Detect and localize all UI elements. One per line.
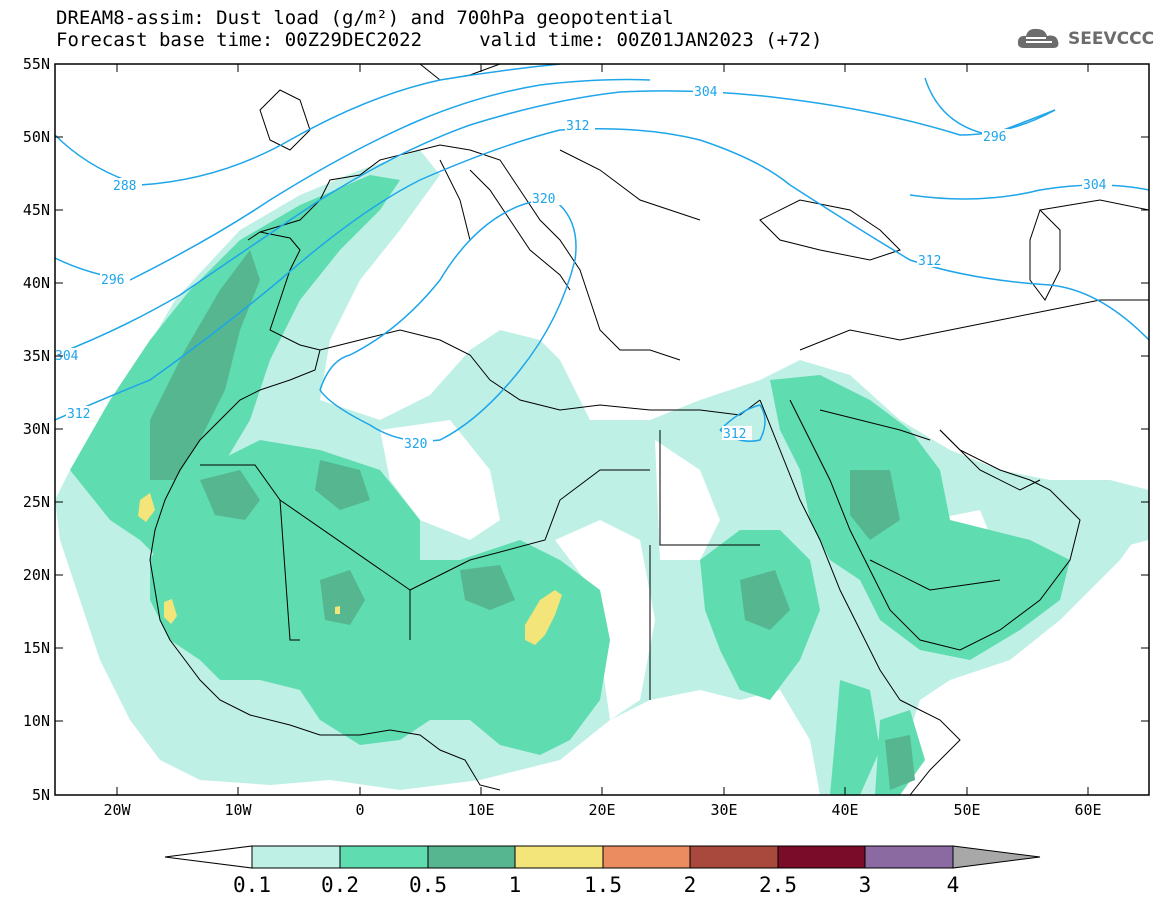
border-sahara-3 <box>409 469 650 591</box>
lon-label-20w: 20W <box>103 801 131 819</box>
border-central-asia <box>1039 199 1149 211</box>
contour-label-296: 296 <box>101 273 124 288</box>
lon-label-30e: 30E <box>710 801 737 819</box>
colorbar-swatch-7 <box>864 845 954 869</box>
lat-label-20n: 20N <box>23 566 50 584</box>
colorbar-label-6: 2.5 <box>759 873 797 897</box>
coastlines-borders <box>149 64 1149 795</box>
contour-label-304: 304 <box>694 85 718 100</box>
colorbar-label-7: 3 <box>859 873 872 897</box>
contour-label-304-east: 304 <box>1083 178 1107 193</box>
lon-label-50e: 50E <box>953 801 980 819</box>
dust-level-3-areas <box>150 250 915 790</box>
lat-label-10n: 10N <box>23 712 50 730</box>
border-europe-2 <box>559 149 701 221</box>
dust-area-sahel-west <box>150 440 610 755</box>
contour-labels: 288 296 304 312 320 304 312 296 304 312 … <box>55 84 1112 452</box>
coastline-west-africa <box>149 231 501 791</box>
lat-label-35n: 35N <box>23 347 50 365</box>
colorbar-label-3: 1 <box>509 873 522 897</box>
coastline-black-sea <box>759 199 901 261</box>
contour-label-296-east: 296 <box>983 130 1006 145</box>
contour-label-288: 288 <box>113 179 136 194</box>
coastline-persian-gulf <box>939 429 1041 491</box>
contour-288 <box>55 64 561 186</box>
colorbar-label-0: 0.1 <box>233 873 271 897</box>
contour-label-312-east: 312 <box>918 254 941 269</box>
coastline-italy <box>469 169 571 291</box>
colorbar-label-8: 4 <box>947 873 960 897</box>
lat-label-25n: 25N <box>23 493 50 511</box>
contour-label-304-west: 304 <box>55 349 79 364</box>
colorbar-label-4: 1.5 <box>584 873 622 897</box>
lat-label-40n: 40N <box>23 274 50 292</box>
contour-304-east <box>909 184 1149 200</box>
border-egypt <box>659 430 760 546</box>
coastline-europe <box>259 144 681 361</box>
title-line-1: DREAM8-assim: Dust load (g/m²) and 700hP… <box>56 7 674 29</box>
colorbar-swatch-3 <box>514 845 604 869</box>
contour-296 <box>55 78 651 281</box>
lat-label-55n: 55N <box>23 55 50 73</box>
contour-label-312-sinai: 312 <box>723 427 746 442</box>
colorbar-swatch-5 <box>689 845 779 869</box>
contour-label-312-west: 312 <box>67 407 90 422</box>
coastline-horn <box>899 699 961 795</box>
cloud-logo-icon <box>1017 28 1059 48</box>
coastline-arabia <box>789 399 1081 651</box>
lat-label-15n: 15N <box>23 639 50 657</box>
lat-label-30n: 30N <box>23 420 50 438</box>
dust-area-arabia <box>770 375 1070 660</box>
coastline-caspian <box>1029 209 1061 301</box>
border-europe-1 <box>439 159 471 241</box>
colorbar-label-1: 0.2 <box>321 873 359 897</box>
colorbar-left-arrow <box>164 845 253 869</box>
lon-label-20e: 20E <box>588 801 615 819</box>
dust-level-4-areas <box>138 493 562 645</box>
lat-label-45n: 45N <box>23 201 50 219</box>
colorbar-label-5: 2 <box>684 873 697 897</box>
logo-text: SEEVCCC <box>1068 29 1155 49</box>
contour-312 <box>55 128 1149 421</box>
lat-label-50n: 50N <box>23 128 50 146</box>
lon-label-0: 0 <box>355 801 364 819</box>
coastline-mediterranean <box>319 329 761 416</box>
colorbar-swatch-6 <box>777 845 866 869</box>
colorbar-right-arrow <box>952 845 1041 869</box>
border-middle-east <box>799 299 1149 351</box>
contour-304 <box>55 90 1056 356</box>
lon-label-60e: 60E <box>1074 801 1101 819</box>
colorbar: 0.1 0.2 0.5 1 1.5 2 2.5 3 4 <box>164 845 1041 897</box>
seevccc-logo: SEEVCCC <box>1016 26 1154 52</box>
longitude-axis <box>116 64 1089 795</box>
lon-label-40e: 40E <box>831 801 858 819</box>
colorbar-swatch-0 <box>251 845 341 869</box>
coastline-red-sea <box>759 399 901 701</box>
coastline-uk <box>259 89 311 151</box>
clear-areas <box>380 420 1000 795</box>
longitude-labels: 20W 10W 0 10E 20E 30E 40E 50E 60E <box>103 801 1101 819</box>
border-arabia-2 <box>869 559 1001 591</box>
colorbar-swatch-2 <box>427 845 516 869</box>
lat-label-5n: 5N <box>32 786 50 804</box>
border-arabia-1 <box>819 409 931 441</box>
lon-label-10e: 10E <box>467 801 494 819</box>
contour-label-320: 320 <box>404 437 427 452</box>
lon-label-10w: 10W <box>224 801 252 819</box>
colorbar-swatch-1 <box>339 845 429 869</box>
latitude-axis <box>55 63 1149 722</box>
dust-area-east-arabia <box>1080 490 1149 550</box>
title-line-2: Forecast base time: 00Z29DEC2022 valid t… <box>56 29 823 51</box>
colorbar-label-2: 0.5 <box>409 873 447 897</box>
contour-label-312: 312 <box>566 119 589 134</box>
contour-label-320-adriatic: 320 <box>532 192 555 207</box>
dust-area-horn <box>830 680 880 795</box>
colorbar-swatch-4 <box>602 845 691 869</box>
latitude-labels: 55N 50N 45N 40N 35N 30N 25N 20N 15N 10N … <box>23 55 50 804</box>
